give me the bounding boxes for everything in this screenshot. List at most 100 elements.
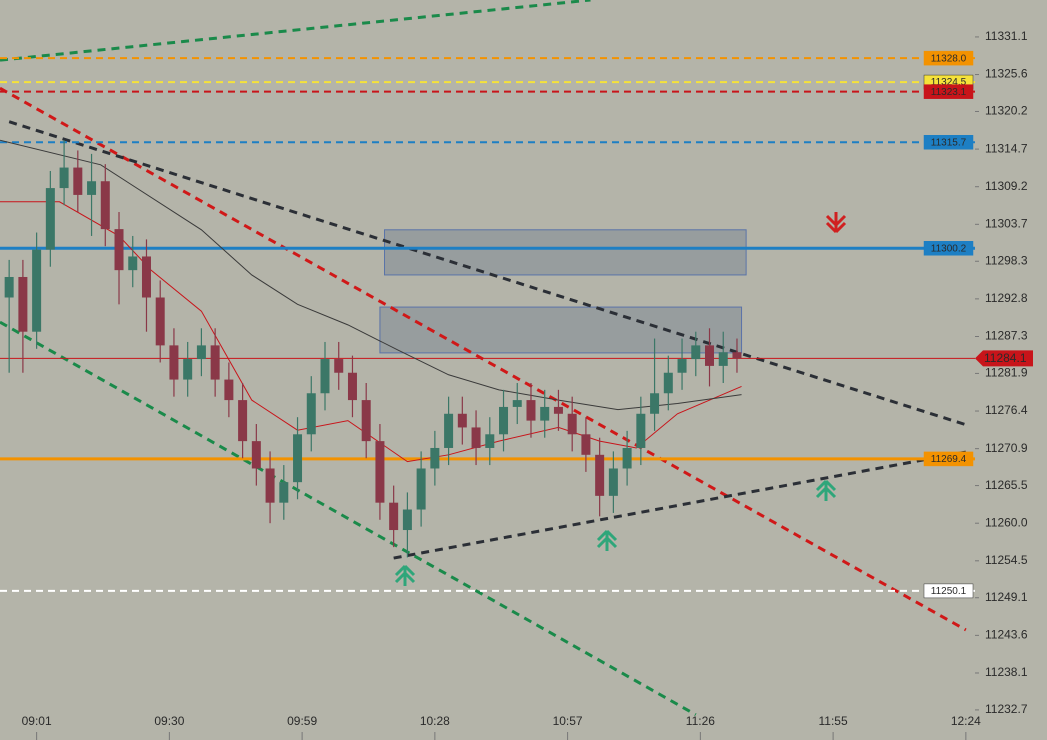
level-label: 11324.5 xyxy=(931,77,967,88)
y-tick-label: 11292.8 xyxy=(985,291,1028,305)
x-tick-label: 10:28 xyxy=(420,714,450,728)
candle-body xyxy=(650,393,660,414)
x-tick-label: 09:01 xyxy=(22,714,52,728)
candle-body xyxy=(526,400,536,421)
candle-body xyxy=(87,181,97,195)
candle-body xyxy=(114,229,124,271)
candle-body xyxy=(375,441,385,503)
level-label: 11328.0 xyxy=(931,53,967,64)
candle-body xyxy=(389,502,399,531)
x-tick-label: 09:59 xyxy=(287,714,317,728)
level-label: 11315.7 xyxy=(931,137,967,148)
candle-body xyxy=(141,256,151,298)
buy-arrow xyxy=(815,479,837,501)
trendline xyxy=(0,0,591,62)
candle-body xyxy=(416,468,426,510)
y-tick-label: 11281.9 xyxy=(985,366,1028,380)
candle-body xyxy=(608,468,618,496)
candle-body xyxy=(691,345,701,360)
candle-body xyxy=(169,345,179,380)
candle-body xyxy=(334,359,344,373)
level-label-box xyxy=(923,84,974,99)
buy-arrow xyxy=(596,529,618,551)
y-tick-label: 11331.1 xyxy=(985,29,1028,43)
candle-body xyxy=(732,352,742,359)
candle-body xyxy=(361,400,371,442)
y-tick-label: 11232.7 xyxy=(985,702,1028,716)
x-tick-label: 11:55 xyxy=(819,714,848,728)
trendline xyxy=(8,120,967,427)
moving-average xyxy=(0,139,742,411)
candle-body xyxy=(293,434,303,483)
candles-layer xyxy=(4,140,742,558)
trend-layer xyxy=(0,0,967,717)
level-label-box xyxy=(923,50,974,66)
level-label-box xyxy=(923,135,974,150)
trendline xyxy=(393,450,967,560)
y-tick-label: 11260.0 xyxy=(985,515,1028,529)
y-tick-label: 11320.2 xyxy=(985,104,1028,118)
x-tick-label: 12:24 xyxy=(951,714,981,728)
y-tick-label: 11265.5 xyxy=(985,478,1028,492)
trendline xyxy=(0,86,967,632)
candle-body xyxy=(512,400,522,407)
candle-body xyxy=(402,509,412,531)
candle-body xyxy=(100,181,110,230)
candle-body xyxy=(183,359,193,380)
candle-body xyxy=(251,441,261,469)
candle-body xyxy=(155,297,165,346)
sell-arrow xyxy=(825,212,847,234)
moving-average xyxy=(0,201,742,463)
ma-layer xyxy=(0,139,742,463)
candle-body xyxy=(457,413,467,428)
x-tick-label: 11:26 xyxy=(686,714,715,728)
candle-body xyxy=(18,276,28,332)
level-label: 11269.4 xyxy=(931,454,967,465)
level-label: 11323.1 xyxy=(931,87,967,98)
zones-layer xyxy=(379,229,747,354)
candle-body xyxy=(32,249,42,332)
candle-body xyxy=(553,406,563,414)
y-tick-label: 11287.3 xyxy=(985,329,1028,343)
candle-body xyxy=(540,406,550,421)
candle-body xyxy=(320,359,330,394)
y-tick-label: 11249.1 xyxy=(985,590,1028,604)
candle-body xyxy=(595,454,605,496)
x-tick-label: 09:30 xyxy=(154,714,184,728)
candle-body xyxy=(265,468,275,503)
candle-body xyxy=(718,352,728,366)
candle-body xyxy=(705,345,715,366)
current-price-box xyxy=(975,350,1033,367)
y-tick-label: 11238.1 xyxy=(985,665,1028,679)
candle-body xyxy=(45,188,55,250)
candle-body xyxy=(677,359,687,373)
candle-body xyxy=(128,256,138,271)
levels-layer xyxy=(0,57,975,592)
y-tick-label: 11325.6 xyxy=(985,67,1028,81)
current-price-label: 11284.1 xyxy=(984,351,1027,365)
candle-body xyxy=(210,345,220,380)
candle-body xyxy=(4,276,14,298)
buy-arrow xyxy=(394,564,416,586)
y-tick-label: 11270.9 xyxy=(985,441,1028,455)
candle-body xyxy=(224,379,234,401)
candle-body xyxy=(279,482,289,503)
y-tick-label: 11303.7 xyxy=(985,216,1028,230)
y-tick-label: 11314.7 xyxy=(985,141,1028,155)
zone xyxy=(379,306,743,354)
axis-layer: 11331.1 11325.6 11320.2 11314.7 11309.2 11303… xyxy=(22,29,1028,740)
candle-body xyxy=(196,345,206,360)
level-label: 11250.1 xyxy=(931,586,967,597)
candle-body xyxy=(485,434,495,448)
zone xyxy=(384,229,747,276)
y-tick-label: 11276.4 xyxy=(985,403,1028,417)
level-label-box xyxy=(923,241,974,256)
candle-body xyxy=(567,413,577,435)
level-label-box xyxy=(923,583,974,599)
signal-arrows xyxy=(394,212,847,586)
candle-body xyxy=(663,372,673,394)
candle-body xyxy=(636,413,646,448)
candle-body xyxy=(622,447,632,469)
